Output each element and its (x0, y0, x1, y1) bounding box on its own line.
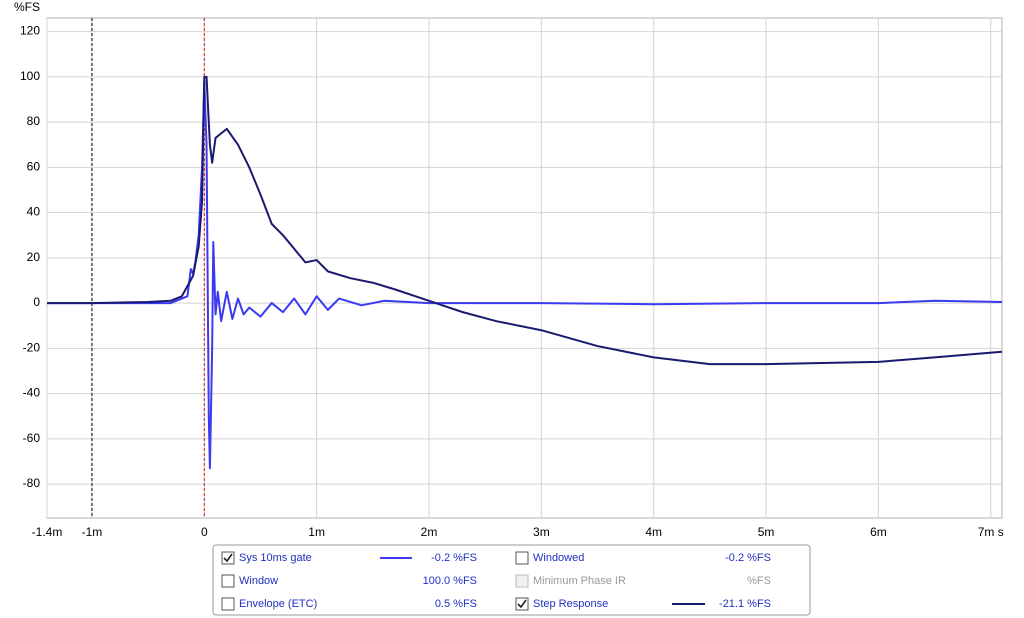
y-tick-label: -20 (23, 340, 41, 354)
checkbox[interactable] (221, 551, 235, 565)
x-tick-label: 4m (645, 525, 662, 539)
y-tick-label: 80 (27, 114, 41, 128)
readout: -0.2 %FS (725, 552, 771, 564)
legend-label[interactable]: Windowed (533, 552, 584, 564)
legend-label[interactable]: Sys 10ms gate (239, 552, 312, 564)
readout: -0.2 %FS (431, 552, 477, 564)
checkmark (517, 599, 527, 609)
x-tick-label: -1.4m (32, 525, 63, 539)
checkbox (515, 574, 529, 588)
series-line (47, 75, 1003, 366)
readout: 100.0 %FS (423, 575, 477, 587)
y-tick-label: 20 (27, 250, 41, 264)
x-tick-label: 2m (421, 525, 438, 539)
checkbox[interactable] (515, 551, 529, 565)
y-tick-label: 0 (33, 295, 40, 309)
checkmark (223, 553, 233, 563)
readout: -21.1 %FS (719, 598, 771, 610)
series-line (47, 80, 1003, 470)
y-tick-label: -40 (23, 386, 41, 400)
y-axis-label: %FS (14, 0, 40, 14)
legend-label[interactable]: Envelope (ETC) (239, 598, 317, 610)
x-tick-label: 0 (201, 525, 208, 539)
legend-label[interactable]: Window (239, 575, 278, 587)
y-tick-label: 60 (27, 159, 41, 173)
legend-panel (212, 544, 811, 616)
checkbox[interactable] (515, 597, 529, 611)
legend-label: Minimum Phase IR (533, 575, 626, 587)
readout: %FS (747, 575, 771, 587)
x-tick-label: 5m (758, 525, 775, 539)
y-tick-label: 100 (20, 69, 40, 83)
x-tick-label: 3m (533, 525, 550, 539)
checkbox[interactable] (221, 574, 235, 588)
checkbox[interactable] (221, 597, 235, 611)
y-tick-label: 40 (27, 205, 41, 219)
y-tick-label: -60 (23, 431, 41, 445)
x-tick-label: 1m (308, 525, 325, 539)
plot-area (46, 17, 1003, 519)
y-tick-label: 120 (20, 24, 40, 38)
x-tick-label: -1m (82, 525, 103, 539)
x-tick-label: 7m s (978, 525, 1004, 539)
x-tick-label: 6m (870, 525, 887, 539)
readout: 0.5 %FS (435, 598, 477, 610)
y-tick-label: -80 (23, 476, 41, 490)
legend-label[interactable]: Step Response (533, 598, 608, 610)
